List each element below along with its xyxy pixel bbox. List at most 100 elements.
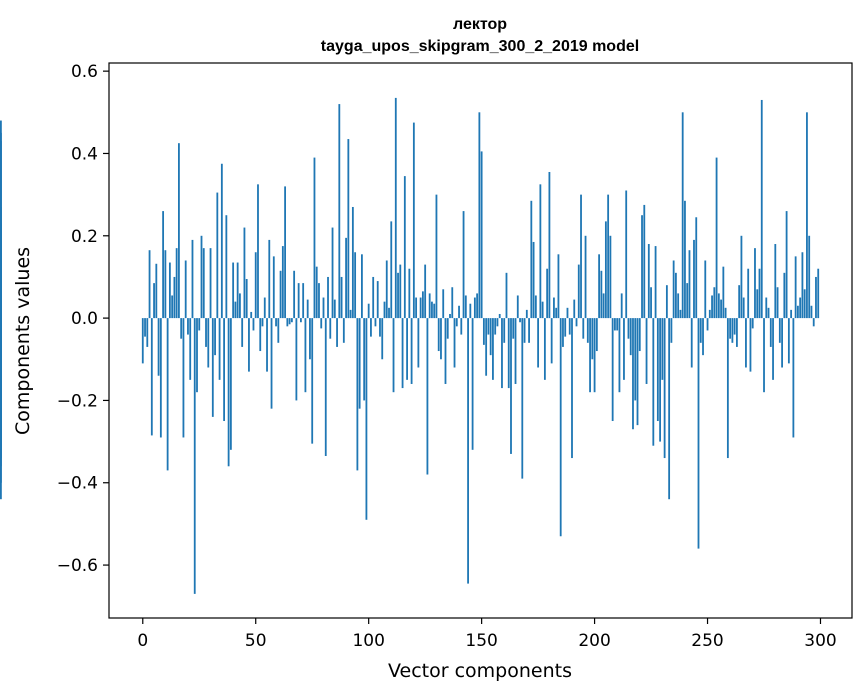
bar bbox=[385, 260, 388, 319]
bar bbox=[286, 318, 289, 327]
bar bbox=[433, 303, 436, 319]
bar bbox=[796, 305, 799, 319]
bar bbox=[564, 318, 567, 337]
bar bbox=[510, 318, 512, 454]
bar bbox=[650, 287, 652, 319]
bar bbox=[261, 318, 264, 327]
bar bbox=[178, 143, 180, 319]
bar bbox=[562, 318, 564, 347]
bar bbox=[715, 157, 718, 319]
bar bbox=[166, 318, 169, 471]
bar bbox=[0, 141, 2, 319]
bar bbox=[616, 318, 619, 331]
bar bbox=[415, 297, 418, 319]
bar bbox=[790, 309, 793, 319]
bar bbox=[442, 289, 445, 319]
bar bbox=[693, 239, 695, 319]
bar bbox=[412, 122, 415, 319]
bar bbox=[370, 318, 372, 337]
bar bbox=[720, 299, 722, 319]
bar bbox=[724, 307, 727, 319]
bar bbox=[406, 318, 408, 380]
bar bbox=[300, 318, 302, 323]
bar bbox=[688, 250, 691, 319]
bar bbox=[476, 293, 479, 319]
bar bbox=[577, 264, 580, 319]
bar bbox=[706, 318, 709, 331]
bar bbox=[815, 276, 817, 319]
bar bbox=[523, 318, 526, 343]
chart-title-line-1: лектор bbox=[453, 16, 507, 33]
bar bbox=[747, 268, 750, 319]
x-tick-label: 50 bbox=[245, 631, 267, 651]
bar bbox=[505, 272, 508, 319]
bar bbox=[781, 318, 783, 368]
bar bbox=[785, 211, 788, 319]
bar bbox=[313, 157, 316, 319]
bar bbox=[713, 287, 716, 319]
bar bbox=[444, 318, 447, 384]
bar bbox=[478, 112, 481, 319]
bar bbox=[656, 318, 659, 422]
bar bbox=[162, 211, 165, 319]
bar bbox=[171, 295, 174, 319]
bar bbox=[708, 309, 711, 319]
bar bbox=[573, 299, 576, 319]
bar bbox=[333, 299, 336, 319]
bar bbox=[324, 318, 327, 456]
bar bbox=[654, 246, 657, 319]
bar bbox=[403, 176, 406, 319]
bar bbox=[733, 318, 736, 335]
bar bbox=[799, 297, 802, 319]
bar bbox=[431, 301, 433, 319]
bar bbox=[148, 250, 151, 319]
bar bbox=[467, 318, 469, 584]
x-tick-label: 100 bbox=[352, 631, 384, 651]
bar bbox=[227, 318, 230, 467]
bar bbox=[153, 283, 155, 319]
bar bbox=[428, 293, 431, 319]
bar bbox=[589, 318, 591, 393]
bar bbox=[787, 318, 790, 364]
bar bbox=[539, 184, 542, 319]
bar bbox=[738, 285, 741, 319]
bar bbox=[218, 318, 221, 380]
bar bbox=[248, 318, 250, 372]
bar bbox=[331, 227, 334, 319]
bar bbox=[792, 318, 795, 438]
bar bbox=[543, 318, 546, 380]
bar bbox=[519, 318, 521, 323]
bar bbox=[566, 307, 569, 319]
bar bbox=[453, 318, 456, 368]
bar bbox=[417, 318, 420, 368]
bar bbox=[157, 318, 160, 376]
bar bbox=[374, 318, 377, 327]
bar bbox=[507, 318, 510, 389]
bar bbox=[557, 254, 560, 319]
bar bbox=[376, 281, 379, 319]
bar bbox=[202, 248, 205, 319]
bar bbox=[541, 301, 544, 319]
bar bbox=[697, 318, 700, 549]
bar bbox=[306, 299, 309, 319]
x-tick-label: 0 bbox=[137, 631, 148, 651]
bar bbox=[681, 112, 684, 319]
bar bbox=[776, 287, 779, 319]
bar bbox=[810, 305, 813, 319]
bar bbox=[473, 297, 476, 319]
bar bbox=[580, 194, 582, 319]
y-tick-label: −0.4 bbox=[57, 474, 98, 494]
bar bbox=[234, 301, 237, 319]
bar bbox=[546, 268, 549, 319]
bar bbox=[155, 263, 158, 319]
bar bbox=[745, 318, 747, 368]
bar bbox=[449, 313, 451, 319]
bar bbox=[365, 318, 368, 520]
bar bbox=[584, 235, 587, 319]
bar bbox=[211, 318, 214, 417]
bar bbox=[704, 260, 707, 319]
bar bbox=[670, 318, 673, 343]
bar bbox=[690, 318, 693, 368]
bar bbox=[586, 318, 589, 343]
bar bbox=[356, 318, 359, 471]
